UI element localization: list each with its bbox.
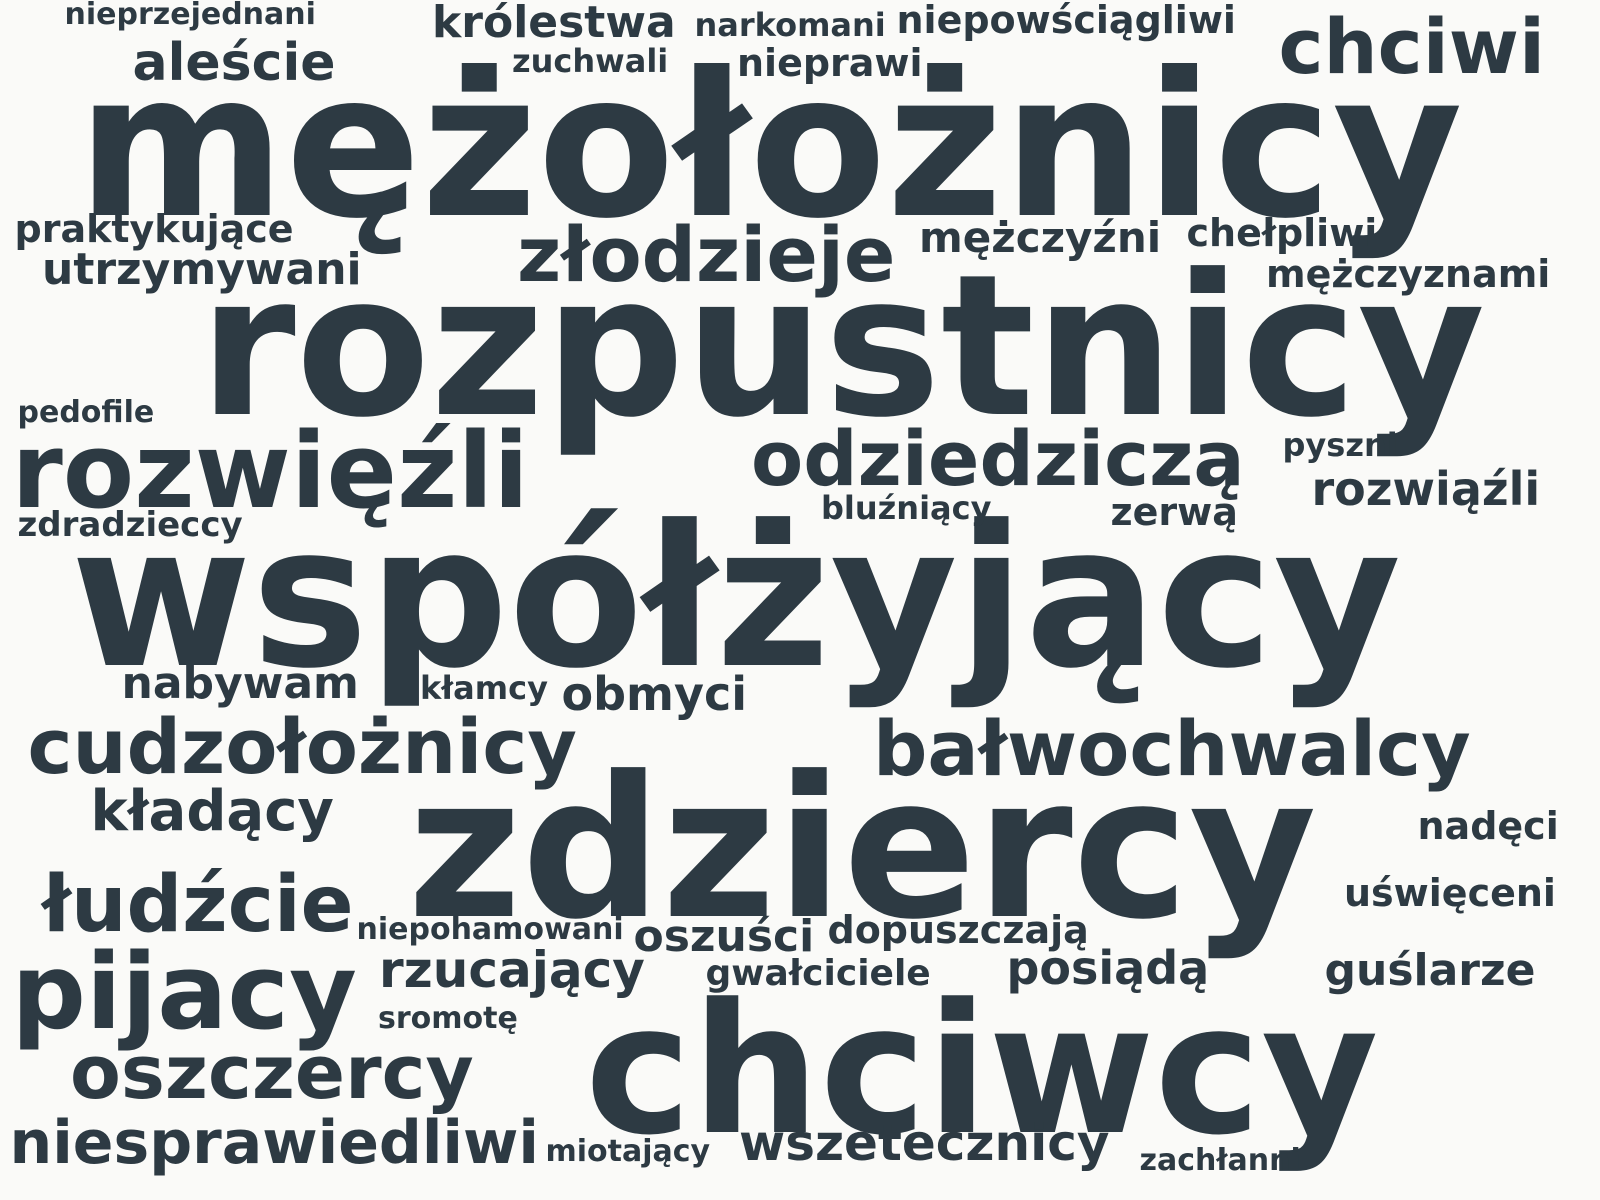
word-miotajacy: miotający: [545, 1134, 711, 1169]
word-zerwa: zerwą: [1110, 490, 1238, 534]
word-sromote: sromotę: [378, 1001, 518, 1036]
word-pedofile: pedofile: [17, 395, 155, 430]
word-uswieceni: uświęceni: [1344, 871, 1556, 915]
word-pijacy: pijacy: [11, 931, 357, 1053]
word-niesprawiedliwi: niesprawiedliwi: [9, 1108, 539, 1178]
word-praktykujace: praktykujące: [14, 207, 294, 251]
word-niepohamowani: niepohamowani: [356, 912, 624, 947]
word-narkomani: narkomani: [694, 6, 886, 44]
word-dopuszczaja: dopuszczają: [827, 908, 1089, 952]
word-wszetecznicy: wszetecznicy: [739, 1114, 1110, 1172]
word-rzucajacy: rzucający: [379, 941, 645, 999]
word-bluzniacy: bluźniący: [821, 489, 992, 527]
word-odziedzicza: odziedziczą: [751, 414, 1245, 503]
word-zachlanni: zachłanni: [1139, 1143, 1301, 1178]
word-kladacy: kładący: [90, 779, 334, 844]
word-gwalciciele: gwałciciele: [705, 953, 931, 994]
word-balwochwalcy: bałwochwalcy: [873, 704, 1471, 793]
word-oszczercy: oszczercy: [70, 1030, 474, 1116]
word-guslarze: guślarze: [1324, 945, 1536, 996]
word-chciwi: chciwi: [1278, 2, 1546, 91]
word-zuchwali: zuchwali: [512, 42, 669, 80]
word-mezczyzni: mężczyźni: [919, 213, 1162, 262]
word-utrzymywani: utrzymywani: [42, 244, 362, 295]
word-zdradzieccy: zdradzieccy: [17, 505, 243, 545]
word-posiada: posiądą: [1006, 941, 1210, 995]
word-rozpustnicy: rozpustnicy: [199, 233, 1486, 461]
word-alescie: aleście: [132, 33, 336, 93]
word-wspolzyjacy: współżyjący: [70, 484, 1402, 712]
word-krolestwa: królestwa: [432, 0, 676, 48]
word-cudzoloznicy: cudzołożnicy: [27, 702, 577, 791]
word-obmyci: obmyci: [561, 667, 747, 721]
word-niepowsciagliwi: niepowściągliwi: [896, 0, 1236, 42]
word-nieprawi: nieprawi: [737, 41, 923, 85]
word-nieprzejednani: nieprzejednani: [64, 0, 316, 32]
word-rozwiazli: rozwiąźli: [1311, 462, 1541, 516]
word-chelpliwi: chełpliwi: [1186, 211, 1378, 255]
word-nabywam: nabywam: [121, 658, 359, 709]
word-zlodzieje: złodzieje: [517, 210, 896, 299]
word-zdziercy: zdziercy: [407, 735, 1317, 963]
word-klamcy: kłamcy: [420, 669, 548, 707]
word-rozwiezli: rozwięźli: [11, 410, 529, 532]
word-mezczyznami: mężczyznami: [1266, 252, 1551, 296]
word-pyszni: pyszni: [1282, 426, 1398, 464]
word-meżołożnicy: mężołożnicy: [77, 30, 1463, 263]
word-nadeci: nadęci: [1417, 804, 1559, 848]
word-chciwcy: chciwcy: [585, 966, 1379, 1175]
word-ludzcie: łudźcie: [42, 860, 354, 950]
word-oszusci: oszuści: [633, 911, 815, 962]
